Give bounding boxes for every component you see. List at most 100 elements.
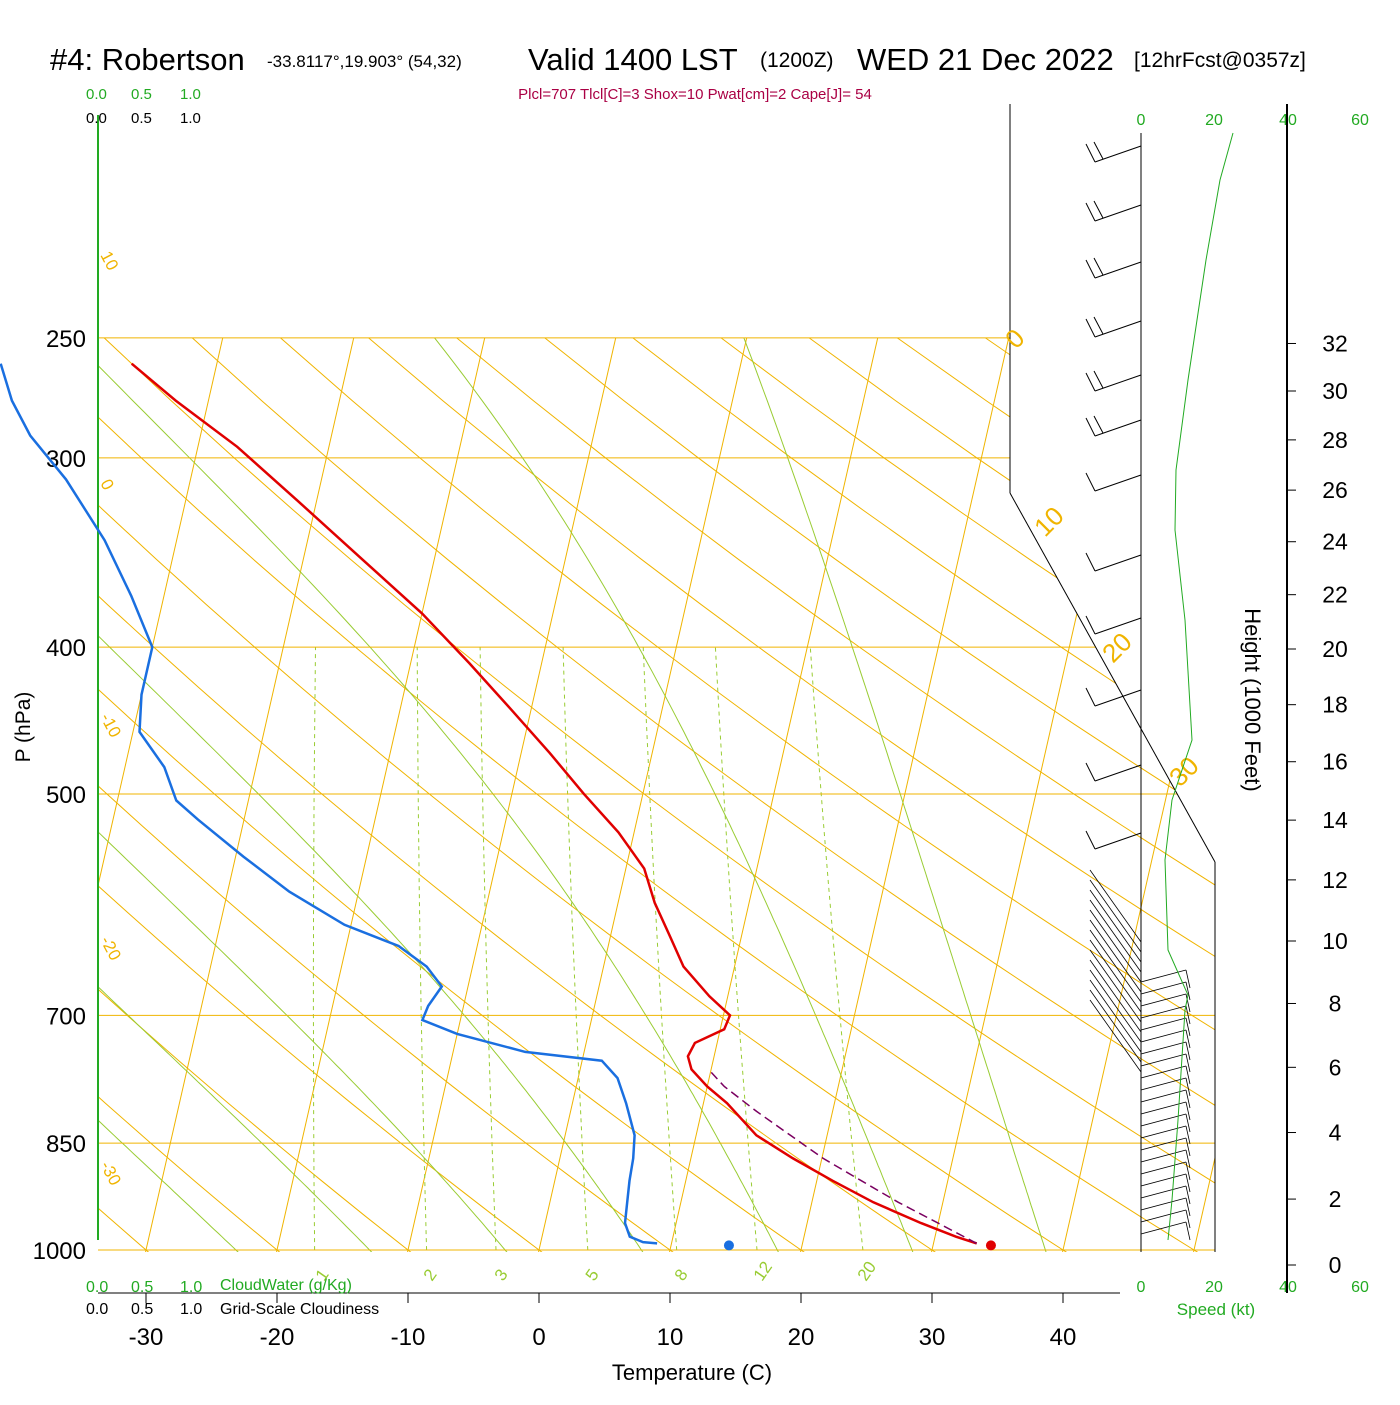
legend-top-black-2: 1.0: [180, 110, 201, 127]
surface-dewpoint-marker: [724, 1240, 734, 1250]
wind-barb: [1141, 1054, 1186, 1066]
height-tick-label: 2: [1329, 1186, 1342, 1212]
legend-top: 0.0 0.5 1.0 0.0 0.5 1.0: [86, 86, 201, 127]
grid-clipped: [0, 338, 1400, 1282]
wind-barb: [1141, 1006, 1186, 1018]
wind-barb: [1141, 1126, 1186, 1138]
wind-barb-flag: [1086, 373, 1095, 391]
wind-barb: [1095, 833, 1141, 849]
legend-top-black-1: 0.5: [131, 110, 152, 127]
wind-barb: [1095, 205, 1141, 221]
wind-barb-flag: [1086, 473, 1095, 491]
isotherm: [1056, 338, 1271, 1282]
wind-barb: [1095, 321, 1141, 337]
wind-barb-flag: [1094, 317, 1103, 334]
temp-tick-label: 30: [919, 1324, 946, 1351]
wind-barb: [1095, 765, 1141, 781]
cloudiness-label: Grid-Scale Cloudiness: [220, 1301, 379, 1318]
pressure-tick-label: 500: [46, 782, 86, 809]
dry-adiabat: [0, 338, 51, 1282]
dry-adiabat: [0, 338, 183, 1282]
isotherm: [1187, 338, 1400, 1282]
moist-adiabat: [0, 338, 663, 1282]
wind-barb: [1095, 262, 1141, 278]
isotherm: [925, 338, 1140, 1282]
wind-barb: [1095, 555, 1141, 571]
chart-header: #4: Robertson -33.8117°,19.903° (54,32) …: [50, 42, 1306, 77]
moist-adiabat-label: 20: [1096, 627, 1138, 669]
temp-tick-label: 0: [532, 1324, 545, 1351]
speed-tick-bottom: 0: [1137, 1279, 1146, 1296]
legend-top-green-1: 0.5: [131, 86, 152, 103]
height-tick-label: 28: [1322, 427, 1348, 453]
wind-barb-flag: [1094, 258, 1103, 275]
wind-barb: [1141, 1162, 1186, 1174]
height-tick-label: 20: [1322, 636, 1348, 662]
wind-barb: [1141, 1030, 1186, 1042]
legend-bottom: 0.0 0.5 1.0 CloudWater (g/Kg) 0.0 0.5 1.…: [86, 1277, 379, 1318]
temp-tick-label: -10: [391, 1324, 426, 1351]
wind-barb-flag: [1086, 144, 1095, 162]
dry-adiabat-label: 0: [96, 476, 117, 493]
wind-barb-flag: [1086, 553, 1095, 571]
grid-layer: [0, 104, 1400, 1282]
mixing-ratio-label: 20: [854, 1258, 880, 1284]
height-tick-label: 0: [1329, 1252, 1342, 1278]
legend-bottom-green-0: 0.0: [86, 1279, 108, 1296]
wind-barb: [1141, 1078, 1186, 1090]
valid-date: WED 21 Dec 2022: [857, 42, 1114, 77]
wind-barbs: [1086, 142, 1190, 1240]
wind-barb: [1095, 690, 1141, 706]
speed-axis-label: Speed (kt): [1177, 1300, 1255, 1319]
wind-barb: [1141, 1210, 1186, 1222]
isotherm: [139, 338, 354, 1282]
dry-adiabat-label: -20: [96, 933, 124, 964]
pressure-tick-label: 300: [46, 446, 86, 473]
speed-tick-bottom: 60: [1351, 1279, 1369, 1296]
height-tick-label: 8: [1329, 990, 1342, 1016]
legend-bottom-green-1: 0.5: [131, 1279, 153, 1296]
dry-adiabat-label: -30: [96, 1158, 124, 1189]
wind-barb: [1141, 1042, 1186, 1054]
wind-barb: [1095, 375, 1141, 391]
wind-barb: [1141, 1198, 1186, 1210]
wind-barb-flag: [1086, 319, 1095, 337]
valid-time: Valid 1400 LST: [528, 42, 738, 77]
mixing-ratio-label: 12: [750, 1258, 776, 1284]
temp-tick-label: -20: [260, 1324, 295, 1351]
isotherm: [270, 338, 485, 1282]
legend-top-green-0: 0.0: [86, 86, 107, 103]
dry-adiabat: [369, 338, 1400, 1282]
series-dewpoint-line: [1, 364, 657, 1244]
dry-adiabat: [16, 338, 1246, 1282]
series-temperature-line: [132, 364, 977, 1244]
speed-tick-top: 0: [1137, 112, 1146, 129]
speed-tick-top: 20: [1205, 112, 1223, 129]
wind-barb-flag: [1086, 763, 1095, 781]
wind-barb-flag: [1086, 260, 1095, 278]
surface-temperature-marker: [986, 1240, 996, 1250]
mixing-ratio-line: [480, 647, 497, 1282]
speed-tick-top: 40: [1279, 112, 1297, 129]
wind-barb: [1095, 146, 1141, 162]
height-tick-label: 24: [1322, 529, 1348, 555]
isotherm: [663, 338, 878, 1282]
legend-top-black-0: 0.0: [86, 110, 107, 127]
height-tick-label: 10: [1322, 928, 1348, 954]
dry-adiabat: [1162, 338, 1400, 1282]
isotherm: [401, 338, 616, 1282]
wind-barb-flag: [1086, 831, 1095, 849]
moist-adiabat-label: 0: [999, 323, 1030, 354]
height-tick-label: 6: [1329, 1054, 1342, 1080]
wind-barb: [1141, 1138, 1186, 1150]
height-tick-label: 4: [1329, 1120, 1342, 1146]
wind-barb-flag: [1094, 416, 1103, 433]
wind-barb-flag: [1094, 371, 1103, 388]
utc-time: (1200Z): [760, 49, 834, 72]
speed-tick-bottom: 40: [1279, 1279, 1297, 1296]
mixing-ratio-label: 8: [671, 1266, 692, 1285]
wind-barb: [1141, 1174, 1186, 1186]
